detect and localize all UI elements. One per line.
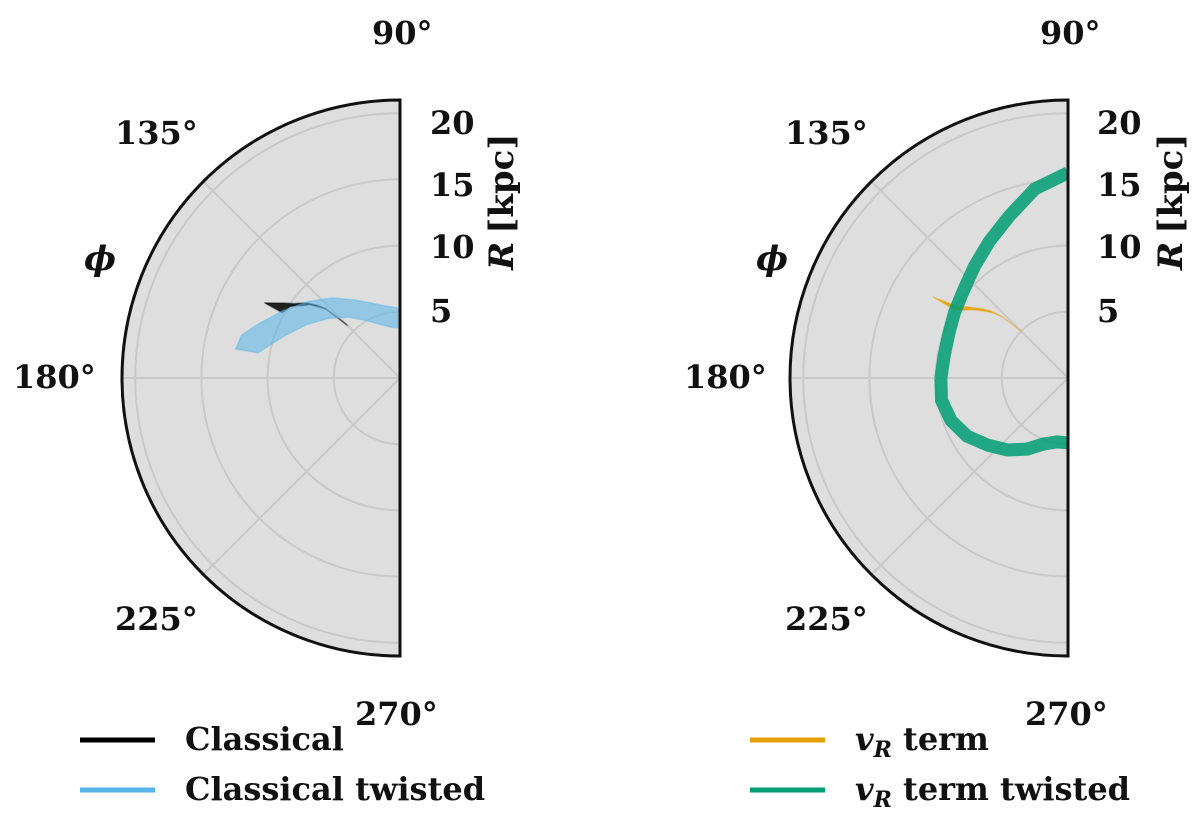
right-angle-tick-180: 180° [684, 358, 767, 396]
left-angle-tick-135: 135° [115, 114, 198, 152]
left-polar-grid [122, 112, 401, 644]
left-angle-tick-270: 270° [355, 695, 438, 733]
left-polar-frame [120, 98, 402, 658]
right-grid-spoke-225 [870, 377, 1069, 576]
left-angle-tick-225: 225° [115, 600, 198, 638]
left-grid-spoke-135 [202, 180, 401, 379]
left-angle-tick-90: 90° [372, 14, 433, 52]
right-angle-tick-225: 225° [785, 600, 868, 638]
right-angle-label: ϕ [756, 239, 788, 279]
left-radial-tick-5: 5 [430, 292, 452, 330]
left-angle-tick-180: 180° [13, 358, 96, 396]
series-v-r-term-twisted [934, 166, 1068, 457]
right-polar-grid [790, 112, 1069, 644]
right-radial-tick-15: 15 [1097, 166, 1142, 204]
legend-label-vr-term-twisted: vR term twisted [855, 770, 1130, 813]
series-classical-twisted [234, 297, 399, 354]
right-legend: vR term vR term twisted [750, 720, 1130, 813]
left-polar-panel: 90° 135° 180° 225° 270° 20 15 10 5 ϕ R[k… [13, 14, 522, 733]
left-radial-tick-10: 10 [430, 228, 475, 266]
right-angle-tick-270: 270° [1025, 695, 1108, 733]
right-polar-frame [788, 98, 1070, 658]
left-angle-label: ϕ [84, 239, 116, 279]
legend-label-classical-twisted: Classical twisted [185, 770, 485, 808]
left-grid-spoke-225 [202, 377, 401, 576]
left-series-layer [234, 297, 399, 354]
right-angle-tick-135: 135° [785, 114, 868, 152]
left-legend: Classical Classical twisted [80, 720, 485, 808]
right-angle-tick-90: 90° [1040, 14, 1101, 52]
left-radial-tick-15: 15 [430, 166, 475, 204]
left-radial-axis-label: R[kpc] [482, 134, 522, 271]
right-series-layer [932, 166, 1068, 457]
right-radial-tick-10: 10 [1097, 228, 1142, 266]
right-polar-panel: 90° 135° 180° 225° 270° 20 15 10 5 ϕ R[k… [684, 14, 1191, 733]
right-radial-axis-label: R[kpc] [1151, 134, 1191, 271]
legend-label-classical: Classical [185, 720, 344, 758]
right-radial-tick-5: 5 [1097, 292, 1119, 330]
legend-label-vr-term: vR term [855, 720, 989, 763]
right-radial-tick-20: 20 [1097, 104, 1142, 142]
left-radial-tick-20: 20 [430, 104, 475, 142]
